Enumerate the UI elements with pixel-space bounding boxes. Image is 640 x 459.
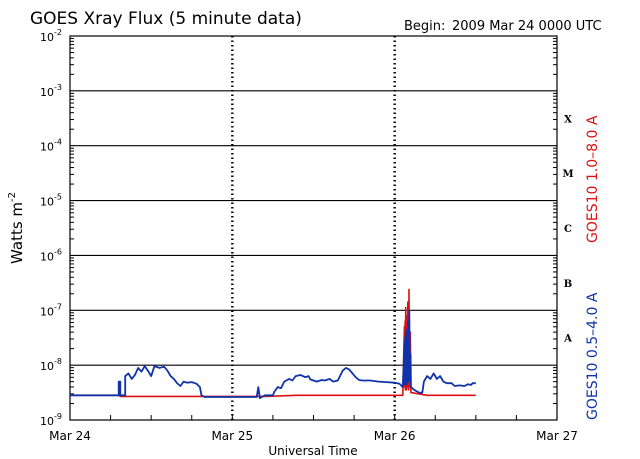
y-tick-label: 10-2 [40,28,62,44]
chart-title: GOES Xray Flux (5 minute data) [30,9,302,29]
data-series [70,288,476,400]
y-axis-label-exp: -2 [7,192,18,202]
gridlines [69,36,558,420]
flare-class-label: X [564,114,572,125]
x-tick-label: Mar 24 [49,429,91,443]
x-tick-label: Mar 25 [211,429,253,443]
series-short-channel-line [70,309,476,400]
series-long-channel-line [70,288,476,398]
flare-class-label: M [562,169,573,180]
flare-class-label: C [564,224,572,235]
flare-class-labels: A B C M X [562,114,573,344]
y-tick-label: 10-5 [40,193,62,209]
begin-label: Begin: [404,19,445,34]
x-tick-labels: Mar 24 Mar 25 Mar 26 Mar 27 [49,429,578,443]
begin-value: 2009 Mar 24 0000 UTC [452,19,602,34]
plot-frame [69,35,558,421]
y-tick-label: 10-4 [40,138,62,154]
x-tick-label: Mar 27 [536,429,578,443]
flare-class-label: B [564,279,572,290]
legend-short-channel: GOES10 0.5–4.0 A [585,292,601,420]
y-tick-label: 10-7 [40,302,62,318]
legend-long-channel: GOES10 1.0–8.0 A [585,115,601,243]
y-axis-label-base: Watts m [8,202,26,264]
flare-class-label: A [563,334,572,345]
svg-text:Watts m-2: Watts m-2 [7,192,26,264]
x-axis-label: Universal Time [268,444,357,458]
y-tick-label: 10-3 [40,83,62,99]
y-axis-label: Watts m-2 [7,192,26,264]
y-tick-label: 10-9 [40,412,62,428]
y-tick-labels: 10-9 10-8 10-7 10-6 10-5 10-4 10-3 10-2 [40,28,62,428]
x-tick-label: Mar 26 [374,429,416,443]
y-tick-label: 10-8 [40,357,62,373]
y-tick-label: 10-6 [40,247,62,263]
